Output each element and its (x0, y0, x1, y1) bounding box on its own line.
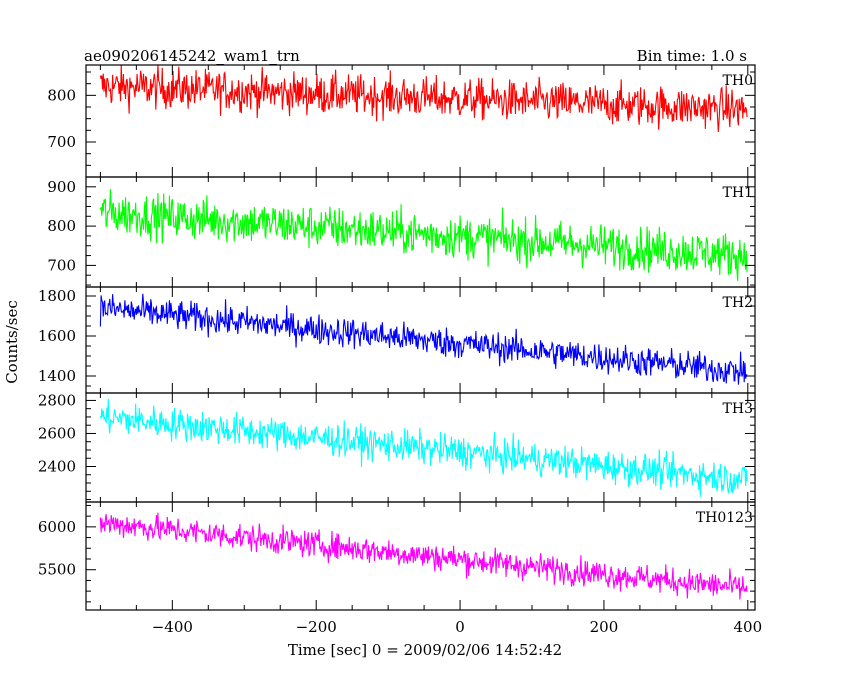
series-line-th2 (99, 293, 748, 385)
x-tick-label: −400 (152, 618, 193, 636)
y-tick-label: 800 (47, 217, 76, 235)
panel-label-th1: TH1 (723, 185, 753, 201)
y-tick-label: 700 (47, 256, 76, 274)
panel-th2: 1400 1600 1800 TH2 (38, 286, 756, 394)
series-line-th3 (99, 398, 748, 497)
y-tick-label: 6000 (38, 518, 76, 536)
y-tick-label: 2400 (38, 457, 76, 475)
y-tick-label: 1400 (38, 367, 76, 385)
y-tick-label: 1600 (38, 327, 76, 345)
x-tick-label: −200 (296, 618, 337, 636)
y-tick-label: 700 (47, 133, 76, 151)
panel-th0123: 5500 6000 TH0123 (38, 501, 756, 611)
panel-th1: 700 800 900 TH1 (47, 176, 756, 288)
series-line-th1 (99, 188, 748, 282)
panel-th0: 700 800 TH0 (47, 64, 756, 178)
x-tick-label: 200 (590, 618, 619, 636)
x-tick-label: 400 (733, 618, 762, 636)
panel-frame (85, 392, 756, 503)
panels-group: 700 800 TH0 700 800 900 TH1 1400 1600 1800 TH2 2400… (38, 64, 762, 636)
y-tick-label: 1800 (38, 287, 76, 305)
x-tick-label: 0 (455, 618, 465, 636)
y-tick-label: 800 (47, 86, 76, 104)
bin-time-label: Bin time: 1.0 s (637, 47, 747, 65)
y-tick-label: 900 (47, 178, 76, 196)
x-axis-label: Time [sec] 0 = 2009/02/06 14:52:42 (288, 641, 562, 659)
panel-th3: 2400 2600 2800 TH3 (38, 391, 756, 503)
y-axis-label: Counts/sec (3, 300, 21, 384)
y-tick-label: 5500 (38, 561, 76, 579)
y-tick-label: 2800 (38, 391, 76, 409)
panel-frame (85, 501, 756, 611)
series-line-th0123 (99, 512, 748, 600)
series-line-th0 (99, 65, 748, 132)
panel-label-th3: TH3 (723, 401, 753, 417)
panel-label-th0: TH0 (723, 73, 753, 89)
panel-label-th0123: TH0123 (696, 510, 753, 526)
panel-label-th2: TH2 (723, 295, 753, 311)
chart-title: ae090206145242_wam1_trn (84, 47, 300, 65)
y-tick-label: 2600 (38, 424, 76, 442)
